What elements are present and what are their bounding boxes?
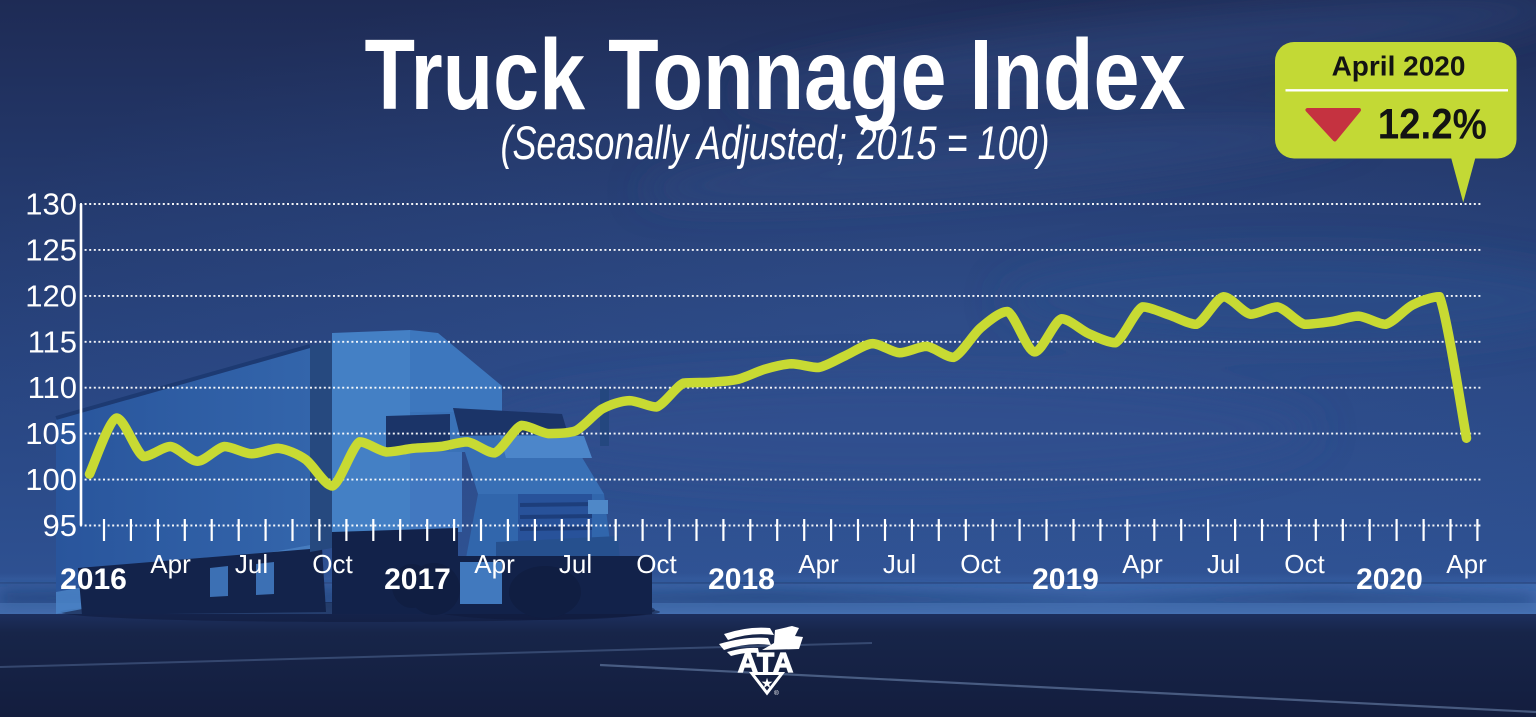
svg-text:110: 110 [28,370,77,405]
svg-text:95: 95 [43,508,77,543]
svg-text:Oct: Oct [312,549,353,579]
svg-text:Apr: Apr [1446,549,1487,579]
svg-text:2019: 2019 [1032,563,1099,596]
svg-text:2017: 2017 [384,563,451,596]
svg-text:115: 115 [28,324,77,359]
svg-text:130: 130 [25,187,77,222]
svg-text:Oct: Oct [636,549,677,579]
svg-text:Jul: Jul [883,549,916,579]
svg-text:Apr: Apr [798,549,839,579]
svg-text:12.2%: 12.2% [1378,100,1487,148]
svg-text:100: 100 [25,462,77,497]
svg-text:125: 125 [25,232,77,267]
svg-text:®: ® [774,689,779,697]
svg-text:2018: 2018 [708,563,775,596]
svg-text:120: 120 [25,278,77,313]
svg-text:(Seasonally Adjusted; 2015 = 1: (Seasonally Adjusted; 2015 = 100) [501,116,1050,169]
svg-text:Oct: Oct [960,549,1001,579]
svg-text:Jul: Jul [1207,549,1240,579]
svg-text:Apr: Apr [474,549,515,579]
svg-text:Oct: Oct [1284,549,1325,579]
svg-text:★: ★ [761,675,774,691]
svg-text:2020: 2020 [1356,563,1423,596]
svg-text:Jul: Jul [559,549,592,579]
svg-text:Truck Tonnage Index: Truck Tonnage Index [365,19,1186,131]
svg-text:Jul: Jul [235,549,268,579]
svg-text:2016: 2016 [60,563,127,596]
svg-text:April 2020: April 2020 [1332,51,1466,82]
svg-text:Apr: Apr [1122,549,1163,579]
svg-text:105: 105 [25,416,77,451]
svg-text:Apr: Apr [150,549,191,579]
